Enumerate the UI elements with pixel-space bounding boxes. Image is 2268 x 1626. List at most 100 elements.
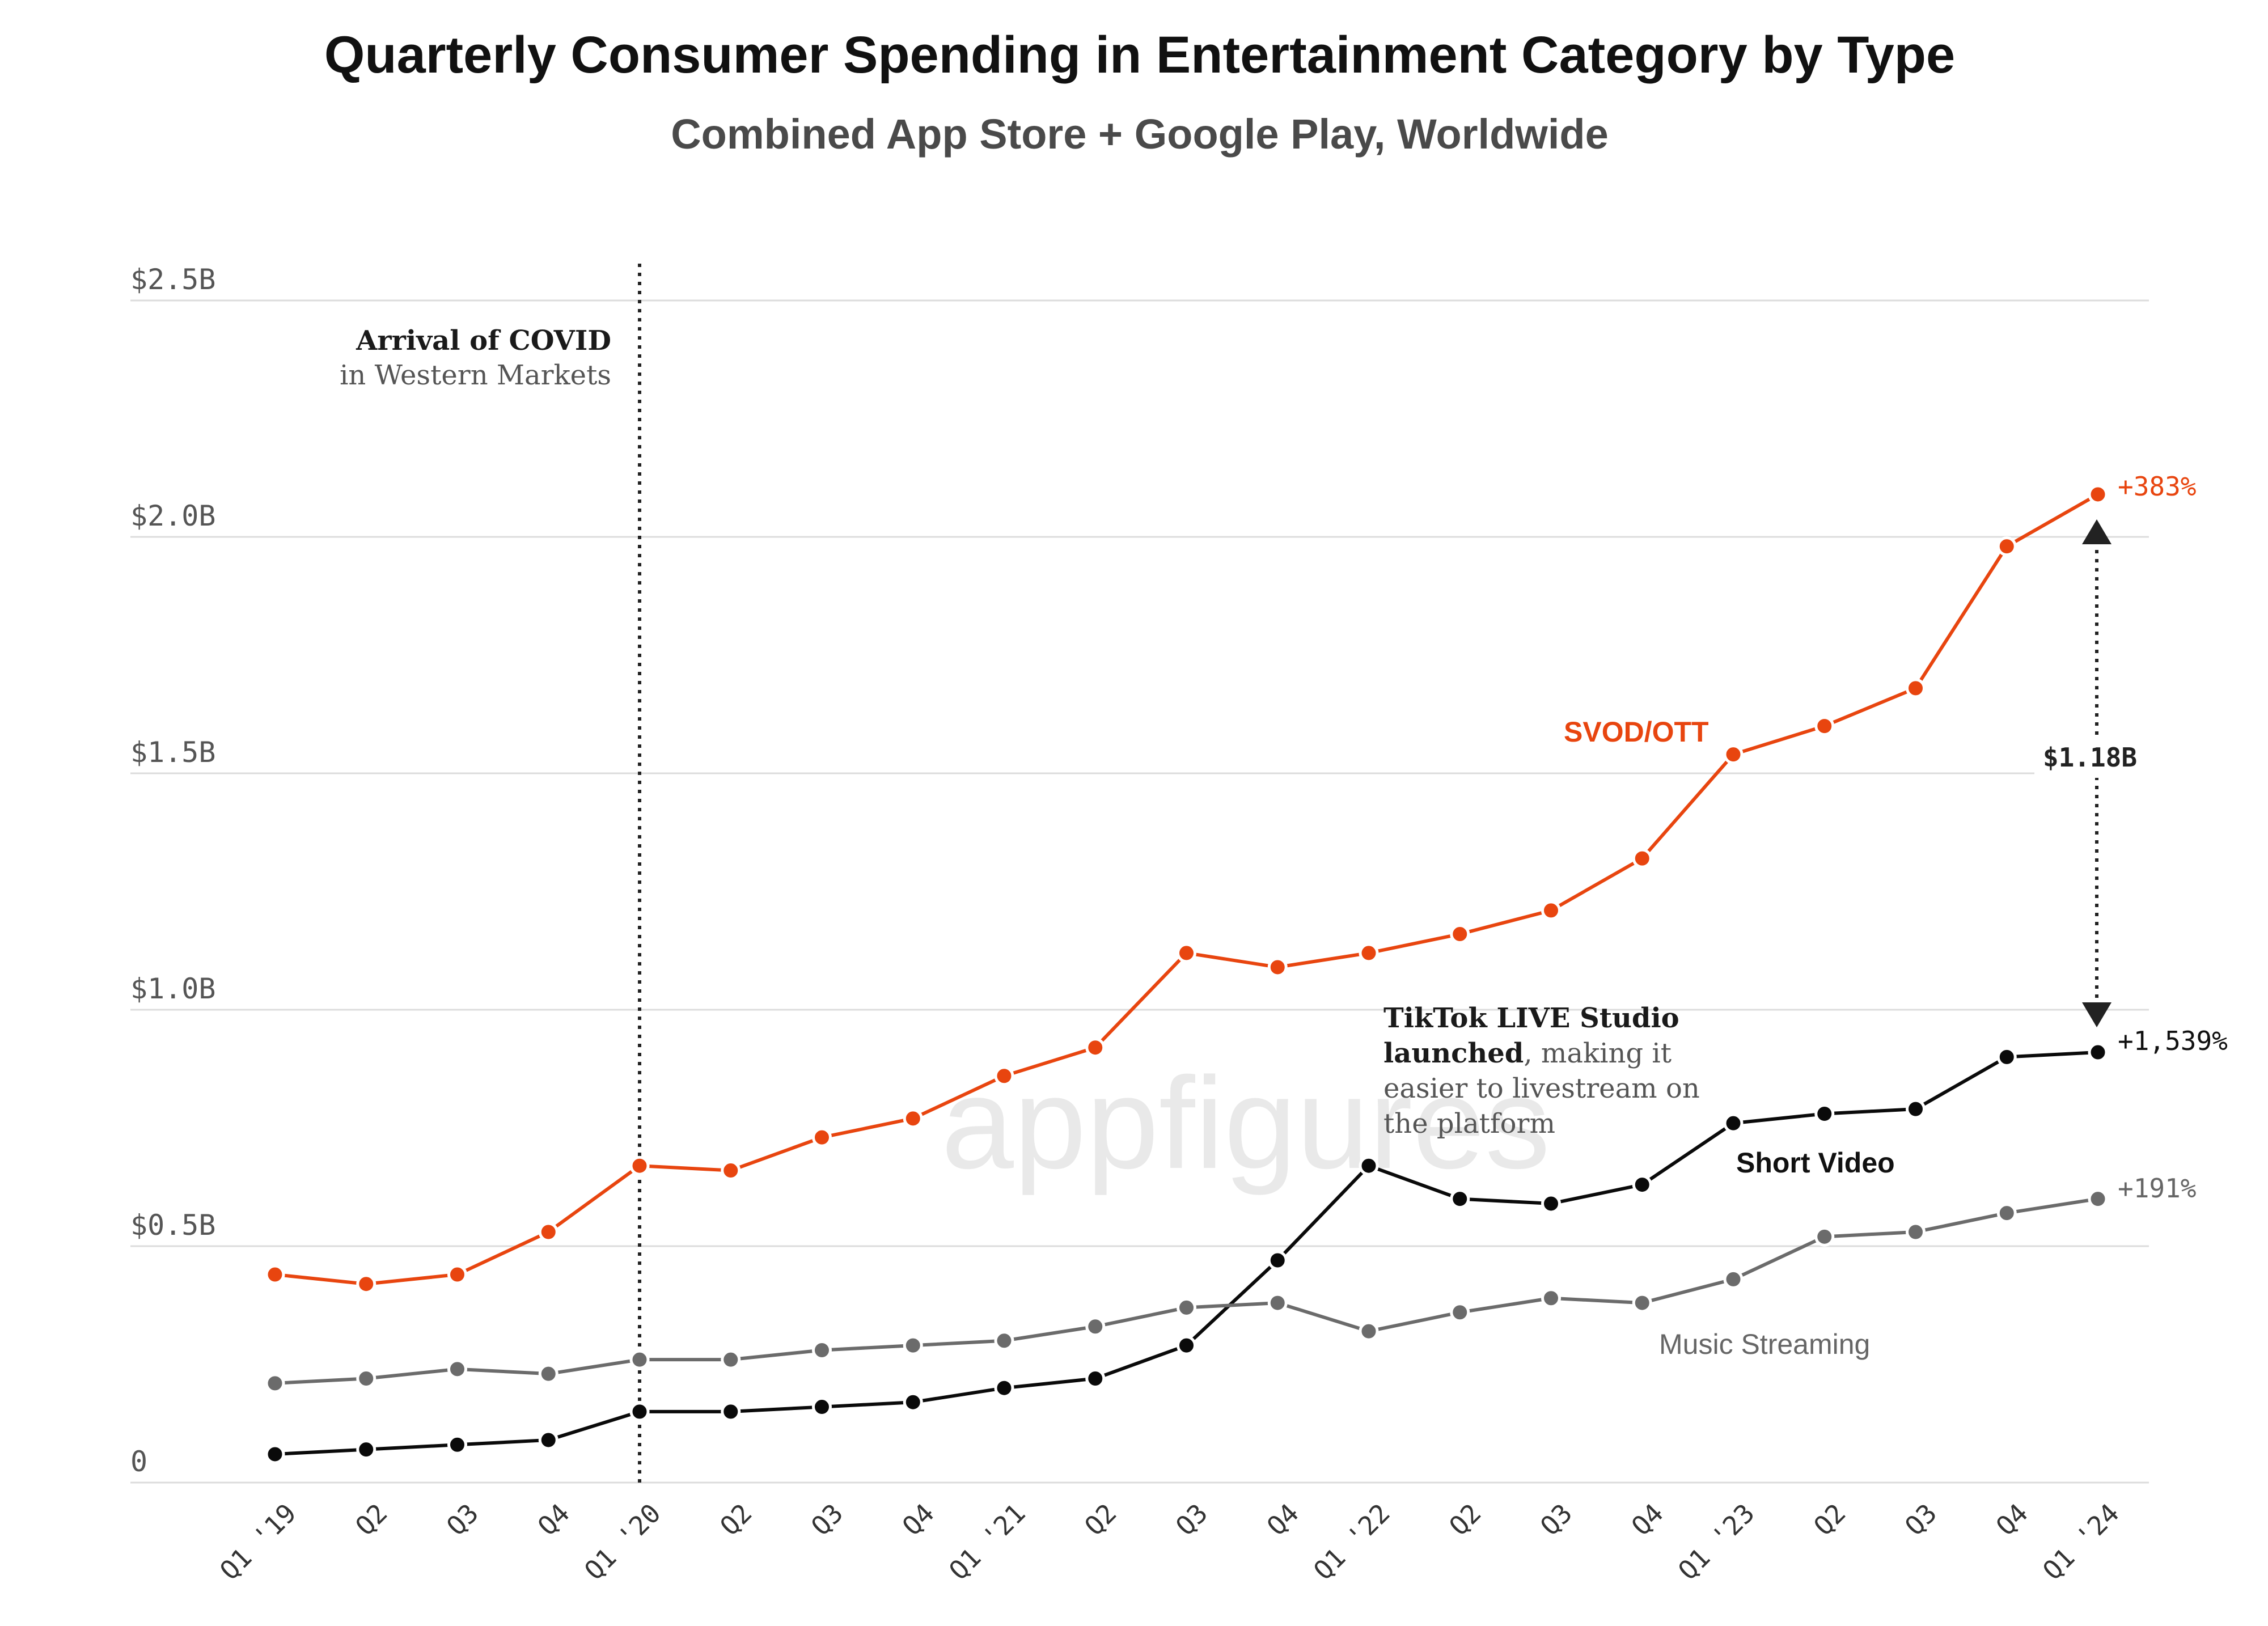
data-point <box>1177 1297 1196 1318</box>
data-point <box>1723 744 1744 765</box>
series-2 <box>265 1189 2108 1394</box>
data-point <box>1359 1321 1379 1341</box>
data-point <box>1996 1047 2017 1067</box>
watermark-text: appfigures <box>941 1050 1550 1196</box>
data-point <box>903 1392 923 1412</box>
tiktok-line2-rest: , making it <box>1524 1038 1672 1069</box>
y-tick-label: 0 <box>130 1445 147 1478</box>
tiktok-annotation: TikTok LIVE Studio launched, making it e… <box>1383 1002 1700 1140</box>
series-1 <box>265 1042 2108 1464</box>
data-point <box>812 1397 832 1417</box>
x-tick-label: Q1 '24 <box>2037 1498 2125 1586</box>
grid <box>130 299 2149 1484</box>
data-point <box>538 1364 558 1384</box>
x-tick-label: Q3 <box>1170 1498 1213 1542</box>
data-point <box>447 1264 467 1285</box>
change-label-svod: +383% <box>2118 471 2196 502</box>
data-point <box>538 1430 558 1450</box>
y-tick-label: $0.5B <box>130 1209 216 1242</box>
data-point <box>1085 1369 1106 1389</box>
series-0 <box>265 484 2108 1294</box>
y-axis-ticks: 0 $0.5B $1.0B $1.5B $2.0B $2.5B <box>130 263 216 1478</box>
data-point <box>1450 1302 1470 1323</box>
data-point <box>538 1222 558 1242</box>
data-point <box>903 1335 923 1356</box>
chart-subtitle: Combined App Store + Google Play, Worldw… <box>671 111 1609 158</box>
gap-arrow-down <box>2082 1002 2112 1028</box>
data-point <box>1906 678 1926 698</box>
data-point <box>1632 848 1652 869</box>
tiktok-line4: the platform <box>1383 1108 1555 1140</box>
tiktok-line1: TikTok LIVE Studio <box>1383 1002 1679 1034</box>
data-point <box>1267 1293 1288 1313</box>
data-point <box>265 1264 285 1285</box>
data-point <box>2088 484 2108 505</box>
data-point <box>1906 1222 1926 1242</box>
series-label-svod: SVOD/OTT <box>1564 716 1709 748</box>
chart-title: Quarterly Consumer Spending in Entertain… <box>324 26 1955 84</box>
y-tick-label: $1.5B <box>130 736 216 769</box>
data-point <box>1996 536 2017 557</box>
x-axis-ticks: Q1 '19 Q2 Q3 Q4 Q1 '20 Q2 Q3 Q4 Q1 '21 Q2 Q3 Q4 Q1 '… <box>214 1498 2125 1586</box>
series <box>265 484 2108 1464</box>
x-tick-label: Q2 <box>1443 1498 1487 1542</box>
x-tick-label: Q4 <box>896 1498 940 1542</box>
data-point <box>356 1439 376 1460</box>
data-point <box>1906 1099 1926 1119</box>
data-point <box>1541 1193 1561 1214</box>
data-point <box>1723 1113 1744 1133</box>
watermark: appfigures <box>941 1050 1550 1196</box>
data-point <box>903 1108 923 1129</box>
data-point <box>1996 1203 2017 1223</box>
x-tick-label: Q2 <box>714 1498 758 1542</box>
x-tick-label: Q1 '19 <box>214 1498 302 1586</box>
data-point <box>812 1127 832 1147</box>
data-point <box>1632 1175 1652 1195</box>
gap-arrow-up <box>2082 519 2112 544</box>
data-point <box>1177 1335 1196 1356</box>
data-point <box>1359 1155 1379 1176</box>
data-point <box>2088 1189 2108 1209</box>
x-tick-label: Q1 '21 <box>943 1498 1031 1586</box>
data-point <box>721 1161 741 1181</box>
data-point <box>356 1369 376 1389</box>
series-label-music: Music Streaming <box>1659 1328 1870 1360</box>
data-point <box>1723 1269 1744 1289</box>
data-point <box>994 1066 1014 1086</box>
series-label-short-video: Short Video <box>1736 1147 1895 1179</box>
tiktok-line2: launched, making it <box>1383 1038 1672 1069</box>
data-point <box>1267 1250 1288 1271</box>
data-point <box>356 1274 376 1294</box>
data-point <box>1267 957 1288 977</box>
data-point <box>1359 943 1379 963</box>
data-point <box>994 1378 1014 1398</box>
data-point <box>1450 1189 1470 1209</box>
x-tick-label: Q4 <box>1261 1498 1305 1542</box>
x-tick-label: Q4 <box>532 1498 576 1542</box>
data-point <box>2088 1042 2108 1062</box>
gap-annotation: $1.18B <box>2034 519 2159 1028</box>
gap-label: $1.18B <box>2043 742 2137 773</box>
change-label-music: +191% <box>2118 1173 2196 1204</box>
covid-annotation: Arrival of COVID in Western Markets <box>340 264 641 1483</box>
data-point <box>629 1401 650 1422</box>
data-point <box>629 1155 650 1176</box>
gap-label-background <box>2034 738 2159 778</box>
data-point <box>1814 1103 1835 1124</box>
tiktok-line2-bold: launched <box>1383 1038 1524 1069</box>
data-point <box>447 1434 467 1455</box>
data-point <box>447 1359 467 1379</box>
x-tick-label: Q2 <box>1808 1498 1851 1542</box>
data-point <box>1632 1293 1652 1313</box>
x-tick-label: Q1 '23 <box>1672 1498 1761 1586</box>
y-tick-label: $2.5B <box>130 263 216 296</box>
data-point <box>265 1373 285 1394</box>
data-point <box>1177 943 1196 963</box>
data-point <box>1085 1038 1106 1058</box>
x-tick-label: Q2 <box>349 1498 393 1542</box>
x-tick-label: Q4 <box>1626 1498 1669 1542</box>
data-point <box>1450 924 1470 945</box>
x-tick-label: Q4 <box>1990 1498 2034 1542</box>
x-tick-label: Q3 <box>1899 1498 1943 1542</box>
data-point <box>1541 1288 1561 1309</box>
